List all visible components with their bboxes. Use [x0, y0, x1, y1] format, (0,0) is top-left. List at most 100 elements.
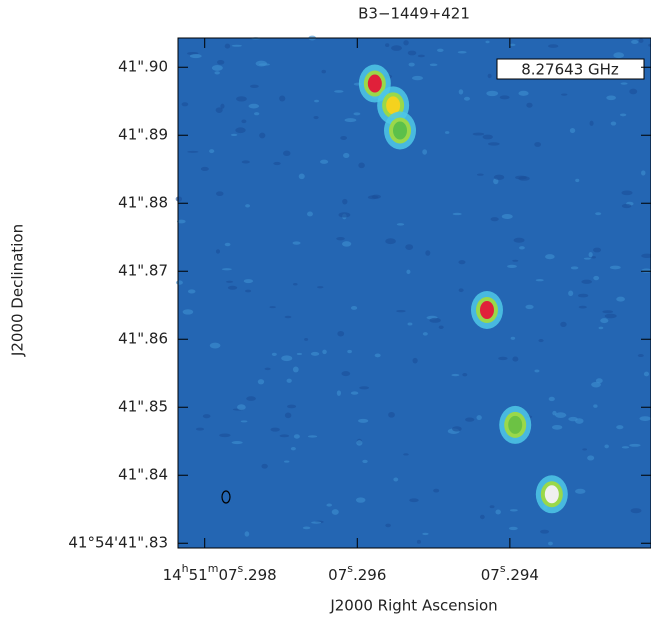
noise [437, 48, 444, 53]
noise [317, 286, 324, 289]
noise [593, 404, 598, 408]
noise [476, 415, 482, 421]
noise [302, 526, 311, 530]
noise [187, 289, 196, 294]
noise [283, 150, 291, 157]
noise [261, 463, 268, 469]
noise [534, 142, 542, 147]
noise [578, 305, 587, 309]
noise [616, 425, 624, 430]
noise [388, 411, 395, 418]
noise [613, 52, 625, 59]
noise [406, 269, 411, 275]
plot-frame [177, 37, 651, 549]
noise [224, 43, 231, 49]
source-core [393, 121, 408, 140]
noise [648, 43, 651, 47]
noise [230, 133, 238, 137]
noise [570, 266, 579, 270]
noise [358, 162, 365, 169]
noise [245, 289, 252, 293]
noise [244, 531, 250, 537]
noise [202, 414, 211, 419]
noise [237, 404, 246, 411]
noise [371, 194, 381, 199]
noise [231, 44, 242, 47]
noise [248, 103, 260, 109]
noise [595, 378, 603, 384]
noise [422, 332, 428, 336]
noise [200, 166, 209, 172]
noise [561, 93, 568, 96]
noise [620, 82, 628, 85]
noise [220, 103, 225, 109]
source [384, 111, 417, 150]
source [499, 405, 532, 444]
noise [344, 118, 357, 123]
noise [412, 357, 418, 364]
noise [385, 238, 396, 245]
noise [224, 242, 231, 247]
noise [355, 497, 366, 503]
noise [610, 121, 617, 126]
noise [604, 444, 609, 449]
noise [258, 63, 270, 66]
noise [501, 214, 513, 220]
noise [214, 71, 220, 75]
noise [321, 69, 326, 74]
noise [290, 446, 296, 451]
noise [298, 173, 305, 180]
noise [407, 322, 413, 326]
noise [416, 539, 422, 544]
noise [463, 96, 471, 101]
noise [458, 260, 466, 265]
sources [175, 35, 651, 546]
noise [307, 435, 318, 438]
noise [621, 190, 633, 196]
noise [507, 264, 517, 268]
noise [347, 349, 352, 354]
y-tick-label: 41".87 [118, 262, 168, 280]
noise [641, 268, 651, 273]
noise [231, 441, 243, 445]
noise [552, 410, 557, 416]
noise [498, 356, 508, 361]
noise [293, 283, 298, 286]
noise [337, 330, 345, 337]
noise [602, 310, 614, 314]
noise [175, 196, 183, 202]
noise [374, 353, 381, 358]
noise [353, 112, 361, 116]
noise [286, 404, 297, 409]
chart-title: B3−1449+421 [358, 5, 470, 23]
noise [638, 38, 644, 43]
noise [313, 115, 319, 120]
noise [273, 161, 281, 166]
noise [342, 241, 352, 247]
noise [629, 88, 638, 95]
noise [512, 356, 519, 362]
noise [581, 279, 592, 284]
source-core [508, 415, 523, 434]
noise [225, 280, 234, 283]
noise [221, 268, 232, 271]
noise [403, 453, 409, 456]
noise [338, 212, 351, 218]
noise [540, 529, 550, 534]
noise [425, 250, 431, 256]
noise [616, 296, 625, 302]
noise [279, 434, 290, 438]
noise [350, 391, 359, 395]
noise [515, 175, 527, 180]
noise [311, 521, 322, 524]
noise [246, 396, 256, 401]
noise [362, 459, 368, 464]
noise [429, 317, 441, 323]
noise [433, 488, 440, 493]
noise [216, 191, 224, 197]
noise [485, 40, 490, 44]
noise [587, 455, 595, 461]
x-tick-label: 07s.296 [328, 562, 386, 584]
noise [606, 95, 616, 101]
